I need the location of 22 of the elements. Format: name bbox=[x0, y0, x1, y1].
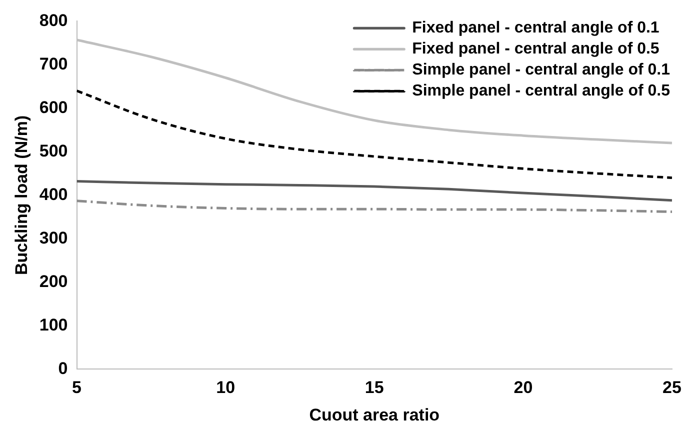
x-axis-title: Cuout area ratio bbox=[309, 405, 440, 424]
x-tick-label: 10 bbox=[216, 378, 236, 398]
line-series bbox=[76, 200, 672, 213]
x-tick-label: 25 bbox=[662, 378, 682, 398]
y-tick-label: 200 bbox=[39, 272, 68, 291]
x-tick-label: 20 bbox=[514, 378, 533, 398]
y-tick-label: 100 bbox=[39, 315, 68, 334]
y-tick-label: 0 bbox=[58, 358, 68, 378]
y-tick-label: 600 bbox=[39, 98, 68, 117]
y-tick-label: 500 bbox=[39, 141, 68, 160]
legend-label: Simple panel - central angle of 0.5 bbox=[412, 82, 670, 100]
line-series bbox=[76, 180, 672, 202]
x-tick-label: 15 bbox=[364, 378, 384, 398]
y-tick-label: 700 bbox=[39, 54, 68, 74]
legend-label: Fixed panel - central angle of 0.5 bbox=[412, 40, 660, 58]
y-axis-title: Buckling load (N/m) bbox=[12, 115, 31, 276]
y-tick-label: 800 bbox=[39, 10, 68, 30]
legend-label: Fixed panel - central angle of 0.1 bbox=[412, 20, 660, 37]
x-tick-label: 5 bbox=[72, 378, 82, 398]
legend-label: Simple panel - central angle of 0.1 bbox=[412, 62, 670, 79]
y-tick-label: 300 bbox=[39, 228, 68, 248]
y-tick-label: 400 bbox=[39, 184, 68, 204]
